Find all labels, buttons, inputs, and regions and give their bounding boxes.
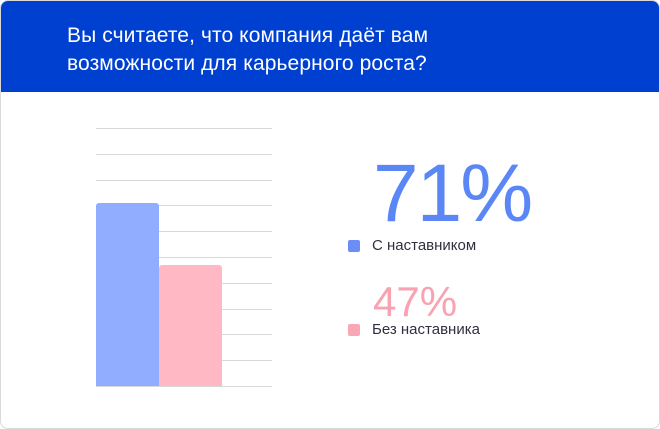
value-with-mentor: 71% [373,148,533,239]
bar-without-mentor [159,265,222,386]
gridline [96,257,272,258]
legend-item-with-mentor: С наставником [348,237,476,254]
gridline [96,128,272,129]
title-line-1: Вы считаете, что компания даёт вам [67,24,429,47]
legend-item-without-mentor: Без наставника [348,321,480,338]
legend-label: Без наставника [372,321,480,338]
legend-swatch-icon [348,239,360,252]
header-banner: Вы считаете, что компания даёт вам возмо… [1,1,659,92]
legend-label: С наставником [372,237,477,254]
value-without-mentor: 47% [373,278,458,325]
gridline [96,154,272,155]
gridline [96,231,272,232]
legend-swatch-icon [348,323,360,336]
gridline [96,205,272,206]
title-line-2: возможности для карьерного роста? [67,52,427,75]
gridline [96,180,272,181]
gridline [96,386,272,387]
page-title: Вы считаете, что компания даёт вам возмо… [67,22,627,78]
bar-with-mentor [96,203,159,386]
bar-chart [96,128,272,387]
